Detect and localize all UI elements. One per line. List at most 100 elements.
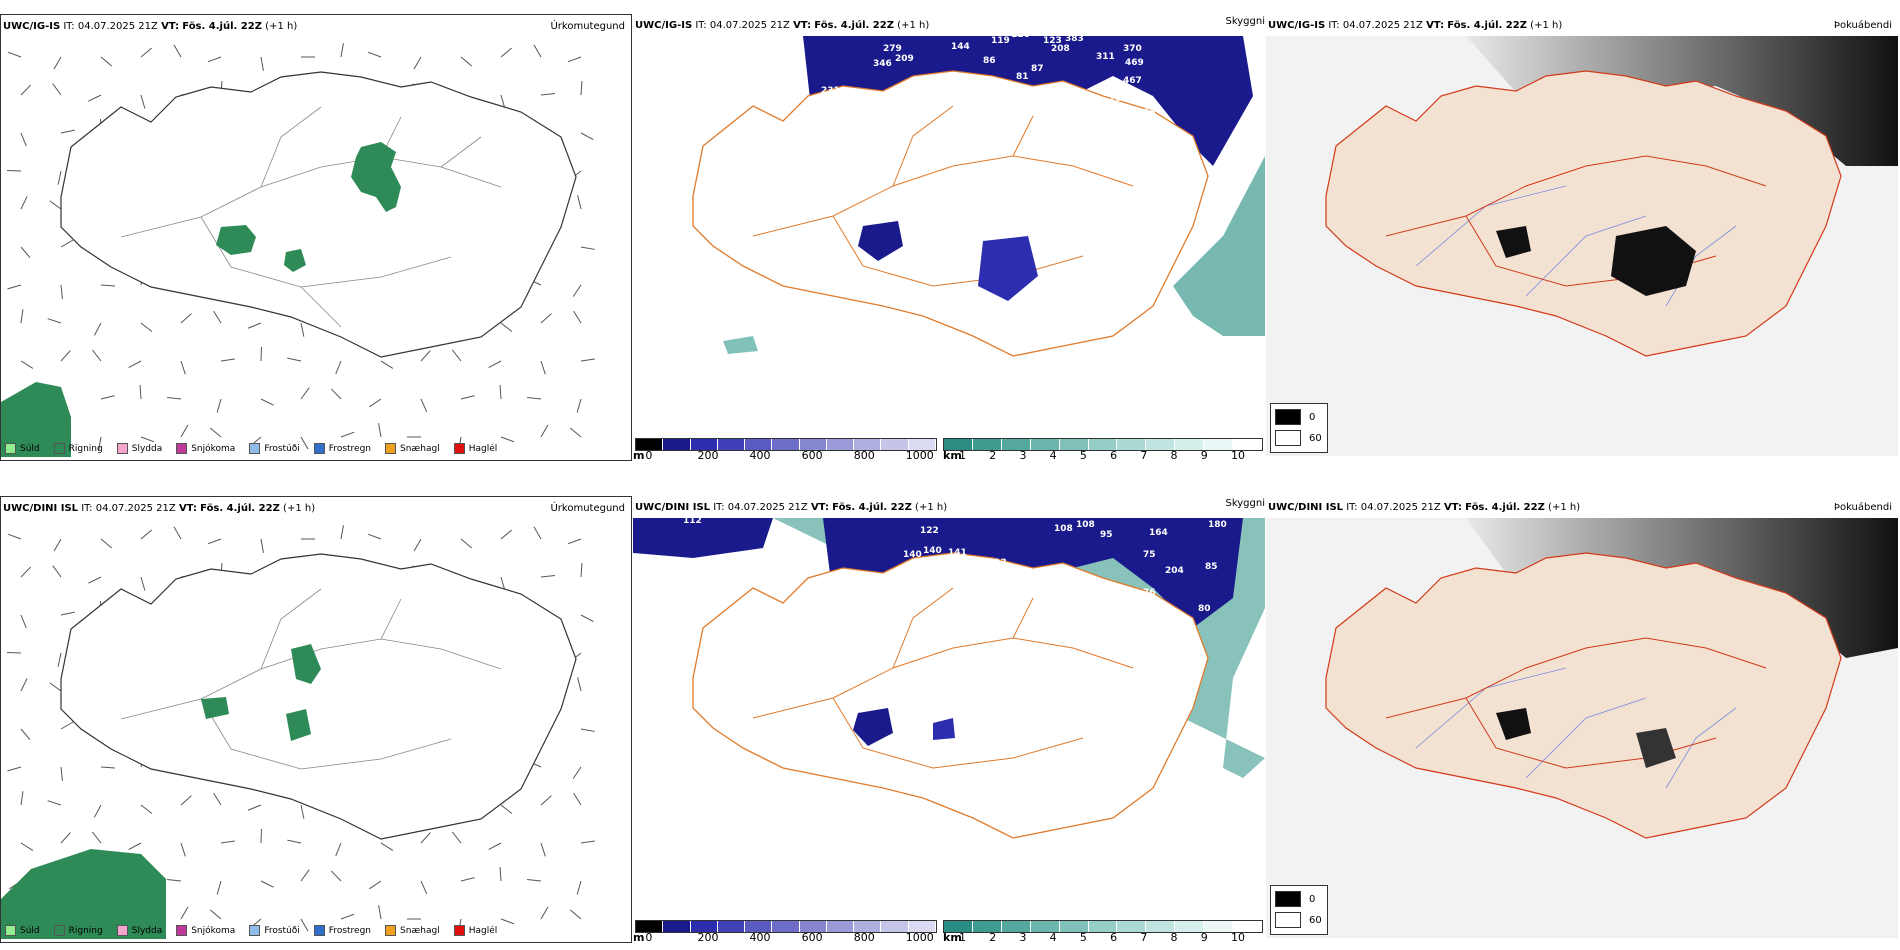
wind-barb (47, 800, 62, 806)
colorbar-tick-label: 1000 (905, 931, 934, 943)
wind-barb (573, 792, 582, 806)
panel-title: Úrkomutegund (550, 503, 625, 514)
wind-barb (380, 842, 394, 851)
wind-barb (369, 398, 382, 408)
legend-label: Haglél (468, 925, 498, 936)
ceiling-colorbar-labels: m 0 200 400 600 800 1000 (633, 931, 943, 943)
precip-legend-item: Súld (5, 443, 40, 454)
low-ceiling-patch (858, 221, 903, 261)
colorbar-segment (1030, 439, 1060, 450)
wind-barb (180, 842, 186, 857)
wind-barb (91, 349, 102, 362)
legend-swatch (5, 443, 16, 454)
wind-barb (216, 880, 222, 895)
wind-barb (413, 56, 422, 70)
wind-barb (53, 56, 62, 70)
wind-barb (378, 905, 382, 920)
fog-patch (723, 336, 758, 354)
colorbar-tick-label: 9 (1200, 931, 1208, 943)
colorbar-segment (972, 921, 1002, 932)
rain-area (351, 142, 401, 212)
precip-legend-item: Snjókoma (176, 443, 235, 454)
wind-barb (500, 94, 506, 109)
panel-precip-type-row1: UWC/IG-IS IT: 04.07.2025 21Z VT: Fös. 4.… (0, 14, 632, 461)
wind-barb (100, 766, 116, 769)
cloud-base-label: 116 (1011, 30, 1030, 40)
low-ceiling-patch (853, 708, 893, 746)
wind-barb (260, 880, 274, 888)
wind-barb (216, 398, 222, 413)
wind-barb (413, 538, 422, 552)
wind-barb (567, 56, 582, 63)
colorbar-tick-label: 9 (1200, 449, 1208, 461)
cloud-base-label: 64 (867, 758, 880, 768)
rain-area (216, 225, 256, 255)
wind-barb (576, 880, 582, 895)
cloud-base-label: 70 (1103, 154, 1116, 164)
iceland-coastline (1325, 70, 1842, 357)
colorbar-segment (826, 439, 855, 450)
wind-barb (220, 358, 235, 362)
wind-barb (488, 842, 502, 851)
wind-barb (209, 427, 222, 438)
fog-legend-item: 60 (1275, 430, 1323, 446)
panel-header: UWC/IG-IS IT: 04.07.2025 21Z VT: Fös. 4.… (635, 20, 930, 31)
colorbar-segment (881, 921, 909, 932)
colorbar-segment (881, 439, 909, 450)
cloud-base-label: 140 (903, 550, 922, 560)
colorbar-tick-label: 0 (645, 931, 653, 943)
panel-title: Þokuábendi (1833, 20, 1892, 31)
cloud-base-label: 76 (1143, 588, 1156, 598)
wind-barb (180, 906, 189, 920)
iceland-coastline (60, 553, 577, 840)
fog-legend-item: 0 (1275, 409, 1323, 425)
legend-label: Rigning (68, 443, 103, 454)
colorbar-segment (663, 921, 691, 932)
colorbar-segment (745, 921, 773, 932)
cloud-base-label: 141 (948, 548, 967, 558)
legend-label: 60 (1309, 432, 1322, 444)
cloud-base-label: 180 (1208, 520, 1227, 530)
precip-legend-item: Súld (5, 925, 40, 936)
wind-barb (577, 677, 582, 692)
cloud-base-label: 209 (895, 54, 914, 64)
colorbar-unit: m (633, 449, 645, 461)
colorbar-tick-label: 3 (1019, 931, 1027, 943)
wind-barb (540, 360, 546, 375)
colorbar-segment (1175, 439, 1205, 450)
cloud-base-label: 69 (1049, 306, 1062, 316)
wind-barb (207, 56, 222, 63)
wind-barb (300, 436, 309, 450)
precip-legend-item: Frostúði (249, 443, 300, 454)
wind-barb (533, 44, 542, 58)
wind-barb (128, 360, 142, 369)
legend-label: Snjókoma (191, 925, 236, 936)
colorbar-tick-label: 200 (697, 931, 719, 943)
cloud-base-label: 144 (951, 42, 970, 52)
wind-barb (49, 682, 62, 692)
legend-swatch (1275, 430, 1301, 446)
wind-barb (20, 728, 31, 741)
wind-barb (580, 728, 595, 732)
wind-barb (580, 562, 583, 578)
low-ceiling-patch (978, 236, 1038, 301)
cloud-base-label: 231 (821, 86, 840, 96)
colorbar-segment (1088, 439, 1118, 450)
colorbar-tick-label: 4 (1049, 449, 1057, 461)
wind-barb (47, 318, 62, 324)
wind-barb (7, 51, 22, 58)
wind-barb (140, 529, 153, 540)
cloud-base-label: 83 (940, 740, 953, 750)
wind-barb (98, 436, 102, 451)
legend-label: Slydda (131, 925, 163, 936)
panel-header: UWC/DINI ISL IT: 04.07.2025 21Z VT: Fös.… (635, 502, 948, 513)
wind-barb (340, 431, 355, 438)
cloud-base-label: 208 (1051, 44, 1070, 54)
wind-barb (540, 575, 555, 578)
legend-swatch (1275, 912, 1301, 928)
wind-barb (57, 170, 62, 185)
colorbar-tick-label: 2 (989, 931, 997, 943)
wind-barb (60, 766, 63, 781)
wind-barb (93, 804, 102, 818)
colorbar-segment (636, 921, 664, 932)
